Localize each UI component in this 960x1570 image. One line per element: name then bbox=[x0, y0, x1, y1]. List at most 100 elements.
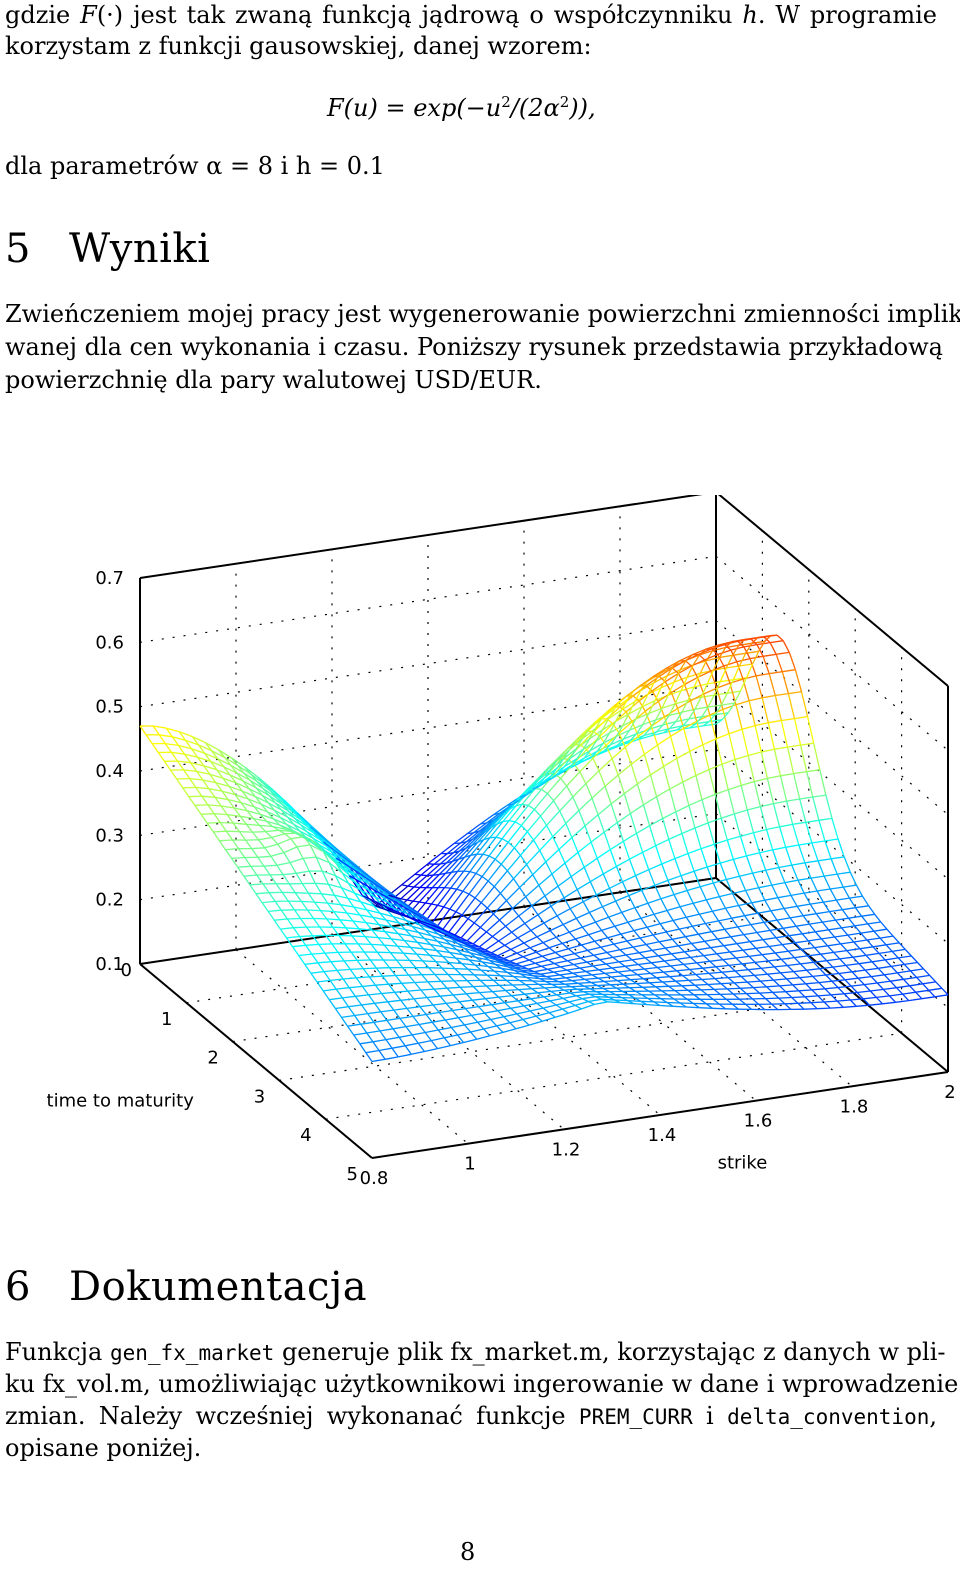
mesh-segment bbox=[684, 951, 692, 958]
mesh-segment bbox=[738, 875, 747, 891]
mesh-segment bbox=[506, 870, 515, 880]
mesh-segment bbox=[759, 849, 773, 854]
mesh-segment bbox=[243, 772, 251, 781]
mesh-segment bbox=[803, 892, 811, 905]
mesh-segment bbox=[815, 913, 823, 923]
mesh-segment bbox=[727, 835, 741, 841]
mesh-segment bbox=[715, 966, 723, 973]
mesh-segment bbox=[500, 863, 508, 872]
mesh-segment bbox=[778, 864, 792, 869]
mesh-segment bbox=[500, 967, 508, 973]
mesh-segment bbox=[322, 870, 336, 877]
mesh-segment bbox=[414, 981, 428, 984]
mesh-segment bbox=[321, 870, 329, 885]
mesh-segment bbox=[314, 829, 322, 836]
mesh-segment bbox=[487, 965, 495, 972]
mesh-segment bbox=[607, 933, 621, 939]
y-axis-label: time to maturity bbox=[47, 1091, 195, 1112]
mesh-segment bbox=[630, 764, 639, 785]
mesh-segment bbox=[910, 970, 918, 978]
mesh-segment bbox=[321, 836, 329, 843]
mesh-segment bbox=[830, 1006, 844, 1009]
mesh-segment bbox=[782, 669, 796, 673]
mesh-segment bbox=[437, 904, 444, 908]
mesh-segment bbox=[467, 968, 475, 976]
mesh-segment bbox=[921, 996, 935, 1000]
mesh-segment bbox=[714, 692, 728, 696]
mesh-segment bbox=[448, 931, 456, 936]
mesh-segment bbox=[646, 676, 654, 683]
mesh-segment bbox=[292, 829, 300, 836]
mesh-segment bbox=[471, 999, 479, 1008]
mesh-segment bbox=[202, 779, 217, 784]
mesh-segment bbox=[876, 982, 884, 990]
mesh-segment bbox=[354, 869, 362, 875]
mesh-segment bbox=[565, 977, 573, 982]
mesh-segment bbox=[210, 760, 225, 768]
mesh-segment bbox=[384, 890, 392, 896]
mesh-segment bbox=[438, 933, 452, 940]
mesh-segment bbox=[676, 725, 684, 731]
mesh-segment bbox=[845, 963, 860, 967]
mesh-segment bbox=[603, 831, 611, 850]
mesh-segment bbox=[752, 872, 760, 888]
mesh-segment bbox=[385, 1039, 393, 1049]
mesh-segment bbox=[516, 1013, 524, 1020]
mesh-segment bbox=[564, 765, 572, 772]
mesh-segment bbox=[796, 903, 811, 907]
mesh-segment bbox=[412, 925, 426, 931]
mesh-segment bbox=[320, 909, 334, 913]
mesh-segment bbox=[388, 967, 397, 976]
mesh-segment bbox=[548, 1012, 556, 1018]
mesh-segment bbox=[182, 787, 190, 797]
mesh-segment bbox=[761, 748, 775, 753]
mesh-segment bbox=[315, 856, 330, 864]
mesh-segment bbox=[665, 931, 673, 940]
mesh-segment bbox=[701, 799, 709, 824]
mesh-segment bbox=[645, 955, 659, 959]
mesh-segment bbox=[717, 938, 725, 947]
mesh-segment bbox=[676, 750, 691, 760]
mesh-segment bbox=[342, 867, 350, 876]
mesh-segment bbox=[294, 892, 302, 902]
mesh-segment bbox=[848, 917, 856, 927]
mesh-segment bbox=[438, 860, 453, 875]
mesh-segment bbox=[632, 946, 640, 954]
mesh-segment bbox=[467, 968, 482, 971]
mesh-segment bbox=[354, 892, 362, 903]
mesh-segment bbox=[622, 713, 630, 727]
mesh-segment bbox=[505, 988, 519, 992]
mesh-segment bbox=[730, 936, 738, 945]
mesh-segment bbox=[295, 892, 309, 894]
mesh-segment bbox=[785, 990, 799, 993]
mesh-segment bbox=[535, 787, 542, 791]
mesh-segment bbox=[224, 757, 232, 766]
mesh-segment bbox=[302, 818, 310, 825]
mesh-segment bbox=[330, 960, 345, 963]
mesh-segment bbox=[548, 772, 555, 775]
mesh-segment bbox=[746, 852, 760, 857]
mesh-segment bbox=[812, 974, 826, 978]
mesh-segment bbox=[469, 952, 477, 958]
mesh-segment bbox=[801, 946, 815, 951]
mesh-segment bbox=[776, 651, 790, 655]
mesh-segment bbox=[379, 912, 387, 921]
mesh-segment bbox=[443, 946, 451, 953]
mesh-segment bbox=[647, 898, 662, 904]
mesh-segment bbox=[680, 875, 688, 891]
mesh-segment bbox=[644, 966, 658, 970]
mesh-segment bbox=[486, 984, 500, 987]
mesh-segment bbox=[311, 842, 319, 848]
mesh-segment bbox=[676, 758, 684, 783]
mesh-segment bbox=[349, 870, 357, 878]
mesh-segment bbox=[734, 809, 748, 815]
mesh-segment bbox=[406, 1006, 421, 1010]
mesh-segment bbox=[808, 923, 816, 933]
mesh-segment bbox=[696, 721, 704, 745]
mesh-segment bbox=[312, 935, 320, 945]
mesh-segment bbox=[695, 972, 709, 976]
mesh-segment bbox=[727, 987, 741, 990]
mesh-segment bbox=[632, 957, 646, 961]
mesh-segment bbox=[569, 908, 577, 919]
mesh-segment bbox=[861, 895, 870, 907]
